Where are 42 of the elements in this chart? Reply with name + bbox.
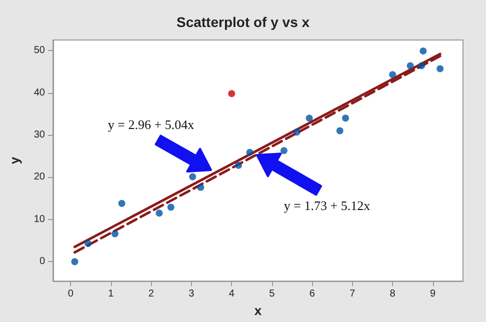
y-tick-label: 30 [34, 130, 46, 141]
y-tick-label: 10 [34, 214, 46, 225]
y-tick-label: 0 [39, 256, 46, 268]
point [167, 204, 174, 211]
annotation: y = 2.96 + 5.04x [108, 116, 195, 132]
point [418, 62, 426, 70]
point [189, 173, 196, 180]
x-tick-label: 4 [228, 288, 235, 300]
x-tick-label: 9 [430, 288, 436, 300]
y-axis-title: y [7, 156, 22, 164]
point [342, 114, 350, 122]
x-tick-label: 2 [148, 288, 154, 300]
point [246, 148, 254, 156]
annotation: y = 1.73 + 5.12x [284, 198, 371, 213]
point [197, 184, 204, 191]
point [71, 258, 78, 266]
x-tick-label: 8 [390, 288, 396, 300]
point [293, 128, 300, 136]
point [111, 230, 118, 238]
x-tick-label: 6 [309, 288, 316, 300]
point [280, 147, 288, 154]
point [406, 62, 414, 70]
point [420, 47, 427, 54]
y-tick-label: 40 [34, 87, 46, 98]
point [234, 162, 242, 169]
point [389, 71, 396, 78]
point [156, 210, 163, 217]
y-tick-label: 50 [34, 45, 46, 56]
x-axis-title: x [254, 303, 262, 318]
x-tick-label: 0 [68, 288, 74, 300]
point [84, 240, 92, 248]
x-tick-label: 7 [350, 288, 356, 300]
point [306, 114, 313, 122]
point [436, 65, 444, 72]
x-tick-label: 5 [269, 288, 276, 300]
point [228, 90, 236, 98]
y-tick-label: 20 [34, 172, 46, 183]
point [336, 127, 344, 134]
point [118, 200, 126, 207]
x-tick-label: 3 [188, 288, 195, 300]
chart-title: Scatterplot of y vs x [176, 14, 310, 30]
x-tick-label: 1 [108, 288, 114, 300]
